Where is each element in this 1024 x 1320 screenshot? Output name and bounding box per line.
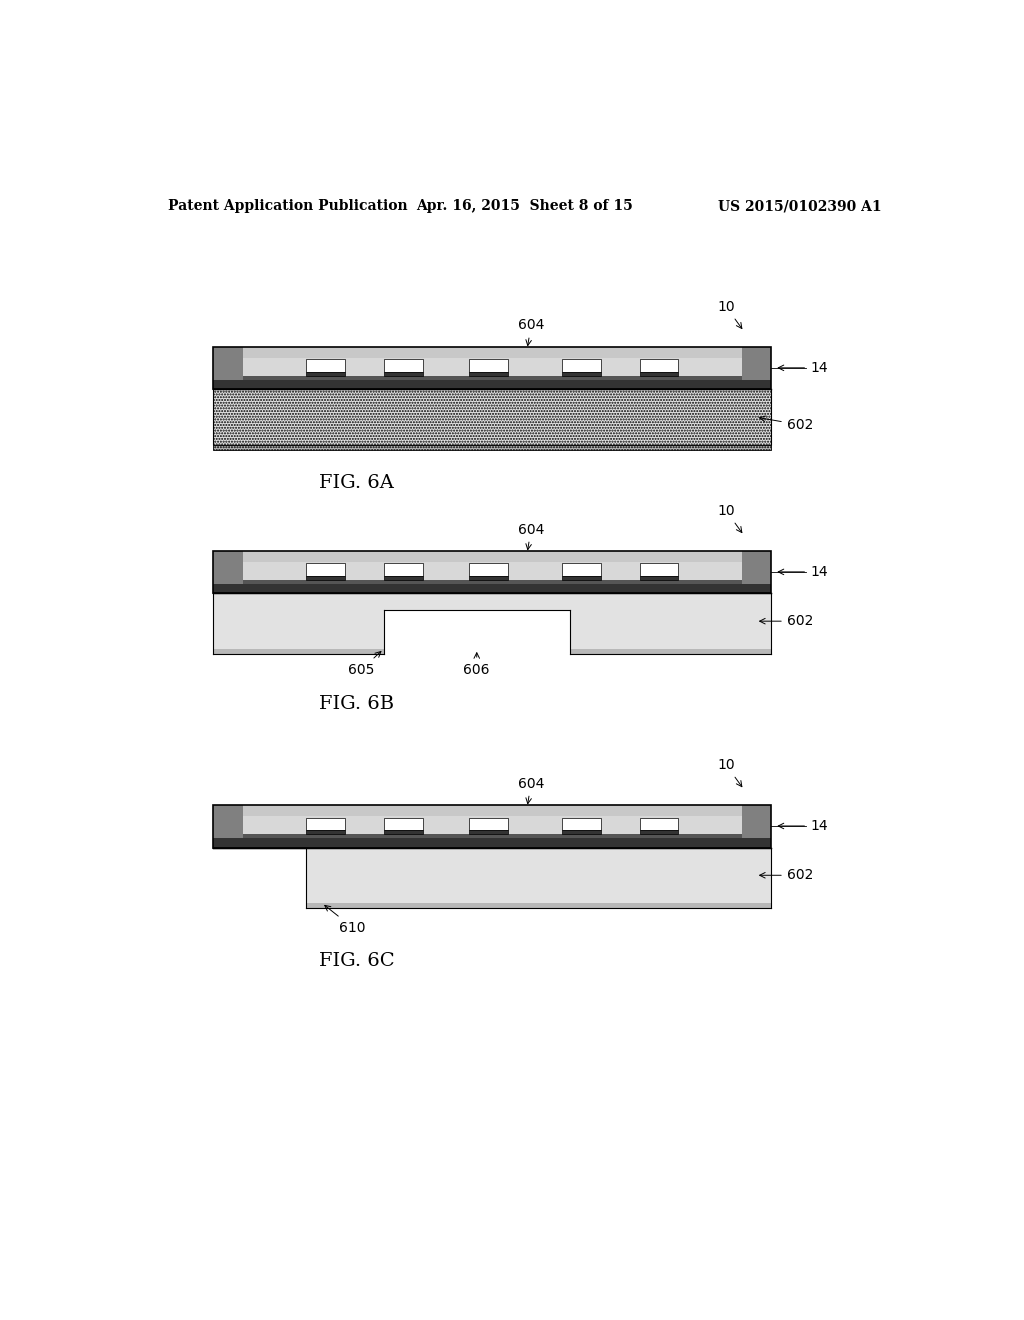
Bar xyxy=(562,359,601,372)
Text: 610: 610 xyxy=(325,906,366,935)
Bar xyxy=(213,581,771,585)
Bar xyxy=(469,576,508,579)
Bar xyxy=(306,903,771,908)
Bar xyxy=(640,564,678,576)
Bar xyxy=(213,347,771,389)
Bar xyxy=(741,805,771,838)
Bar xyxy=(306,564,345,576)
Bar xyxy=(213,552,771,594)
Text: 10: 10 xyxy=(718,758,741,787)
Bar xyxy=(640,372,678,376)
Bar xyxy=(741,347,771,380)
Bar xyxy=(562,564,601,576)
Bar xyxy=(213,552,243,585)
Text: 14: 14 xyxy=(778,360,827,375)
Bar xyxy=(469,830,508,834)
Text: 602: 602 xyxy=(760,869,813,882)
Bar xyxy=(384,830,423,834)
Bar xyxy=(562,830,601,834)
Bar xyxy=(213,649,384,655)
Text: 14: 14 xyxy=(778,565,827,579)
Bar xyxy=(213,805,771,816)
Bar xyxy=(384,817,423,830)
Text: 10: 10 xyxy=(718,300,741,329)
Bar xyxy=(384,576,423,579)
Bar xyxy=(213,389,771,445)
Text: Apr. 16, 2015  Sheet 8 of 15: Apr. 16, 2015 Sheet 8 of 15 xyxy=(417,199,633,213)
Bar xyxy=(213,347,771,358)
Bar xyxy=(384,372,423,376)
Bar xyxy=(640,830,678,834)
Text: FIG. 6A: FIG. 6A xyxy=(319,474,394,491)
Bar xyxy=(640,576,678,579)
Text: FIG. 6B: FIG. 6B xyxy=(319,696,394,713)
Bar xyxy=(306,830,345,834)
Text: 602: 602 xyxy=(760,416,813,432)
Bar xyxy=(306,359,345,372)
Bar xyxy=(213,594,771,610)
Bar xyxy=(569,649,771,655)
Bar xyxy=(213,347,243,380)
Bar xyxy=(469,817,508,830)
Bar xyxy=(384,564,423,576)
Text: FIG. 6C: FIG. 6C xyxy=(318,952,394,970)
Bar xyxy=(562,817,601,830)
Bar xyxy=(213,585,771,594)
Bar xyxy=(213,445,771,450)
Bar xyxy=(384,359,423,372)
Bar xyxy=(640,359,678,372)
Text: 602: 602 xyxy=(760,614,813,628)
Bar xyxy=(213,805,771,847)
Bar xyxy=(306,576,345,579)
Text: US 2015/0102390 A1: US 2015/0102390 A1 xyxy=(718,199,882,213)
Text: 604: 604 xyxy=(518,318,544,346)
Bar xyxy=(469,359,508,372)
Bar xyxy=(569,610,771,649)
Bar xyxy=(213,816,771,834)
Bar xyxy=(741,552,771,585)
Text: 14: 14 xyxy=(778,818,827,833)
Bar xyxy=(469,372,508,376)
Bar xyxy=(213,376,771,380)
Bar xyxy=(213,805,243,838)
Bar xyxy=(562,576,601,579)
Bar xyxy=(469,564,508,576)
Text: Patent Application Publication: Patent Application Publication xyxy=(168,199,408,213)
Text: 10: 10 xyxy=(718,504,741,532)
Bar xyxy=(213,610,384,649)
Bar xyxy=(213,380,771,389)
Bar xyxy=(306,372,345,376)
Bar xyxy=(213,838,771,847)
Text: 606: 606 xyxy=(464,653,490,677)
Bar xyxy=(213,358,771,376)
Bar xyxy=(213,834,771,838)
Bar xyxy=(213,552,771,562)
Bar xyxy=(306,817,345,830)
Text: 605: 605 xyxy=(348,652,381,677)
Bar xyxy=(306,847,771,903)
Bar xyxy=(640,817,678,830)
Bar xyxy=(213,562,771,581)
Text: 604: 604 xyxy=(518,523,544,549)
Text: 604: 604 xyxy=(518,776,544,804)
Bar xyxy=(562,372,601,376)
